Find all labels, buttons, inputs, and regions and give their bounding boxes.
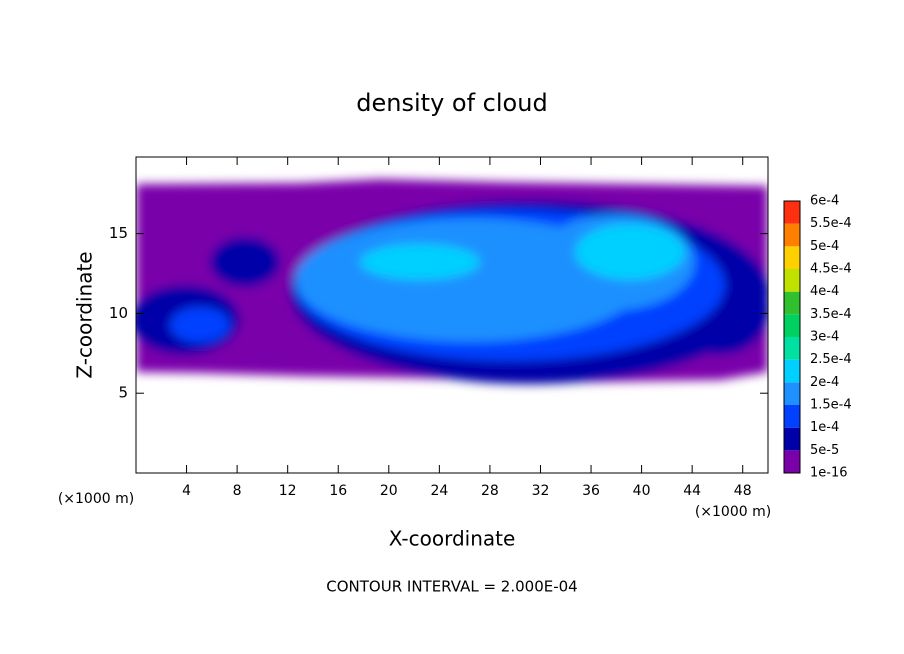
x-tick-label: 44 <box>683 483 701 499</box>
x-tick-label: 24 <box>430 483 448 499</box>
colorbar-frame <box>783 200 801 474</box>
colorbar-band <box>784 359 800 383</box>
colorbar-label: 6e-4 <box>810 194 839 209</box>
colorbar-band <box>784 337 800 360</box>
colorbar-band <box>784 223 800 247</box>
chart-title: density of cloud <box>356 89 547 117</box>
x-tick-label: 12 <box>279 483 297 499</box>
y-tick-label: 10 <box>109 304 128 322</box>
plot-frame <box>135 156 769 474</box>
colorbar-band <box>784 314 800 337</box>
y-tick-label: 15 <box>109 224 128 242</box>
colorbar-label: 2e-4 <box>810 375 839 390</box>
x-tick-label: 16 <box>329 483 347 499</box>
annotation: CONTOUR INTERVAL = 2.000E-04 <box>326 578 577 596</box>
colorbar-band <box>784 291 800 315</box>
colorbar-band <box>784 246 800 269</box>
x-tick-label: 4 <box>182 483 191 499</box>
colorbar-band <box>784 427 800 451</box>
colorbar-label: 5.5e-4 <box>810 216 852 231</box>
x-axis-label: X-coordinate <box>389 527 516 551</box>
contour-field <box>136 179 768 384</box>
colorbar-label: 4e-4 <box>810 284 839 299</box>
colorbar-label: 1.5e-4 <box>810 398 852 413</box>
x-tick-label: 20 <box>380 483 398 499</box>
colorbar-band <box>784 201 800 224</box>
x-tick-label: 28 <box>481 483 499 499</box>
colorbar-band <box>784 269 800 292</box>
y-tick-label: 5 <box>118 384 128 402</box>
colorbar-band <box>784 405 800 428</box>
colorbar-band <box>784 450 800 473</box>
x-tick-label: 40 <box>633 483 651 499</box>
x-tick-label: 8 <box>233 483 242 499</box>
colorbar-label: 4.5e-4 <box>810 262 852 277</box>
contour-region <box>210 237 280 287</box>
contour-region <box>360 244 480 280</box>
contour-region <box>575 224 685 280</box>
colorbar-label: 2.5e-4 <box>810 352 852 367</box>
x-tick-label: 32 <box>532 483 550 499</box>
colorbar-label: 1e-4 <box>810 420 839 435</box>
x-tick-label: 48 <box>734 483 752 499</box>
colorbar-label: 3.5e-4 <box>810 307 852 322</box>
axis-unit: (×1000 m) <box>695 504 771 520</box>
y-axis-label: Z-coordinate <box>73 251 97 378</box>
colorbar-label: 1e-16 <box>810 466 848 481</box>
colorbar-label: 3e-4 <box>810 330 839 345</box>
axis-unit: (×1000 m) <box>58 491 134 507</box>
colorbar-label: 5e-4 <box>810 239 839 254</box>
colorbar-label: 5e-5 <box>810 443 839 458</box>
x-tick-label: 36 <box>582 483 600 499</box>
contour-region <box>170 307 230 343</box>
colorbar-band <box>784 382 800 405</box>
contour-layers <box>136 179 768 384</box>
